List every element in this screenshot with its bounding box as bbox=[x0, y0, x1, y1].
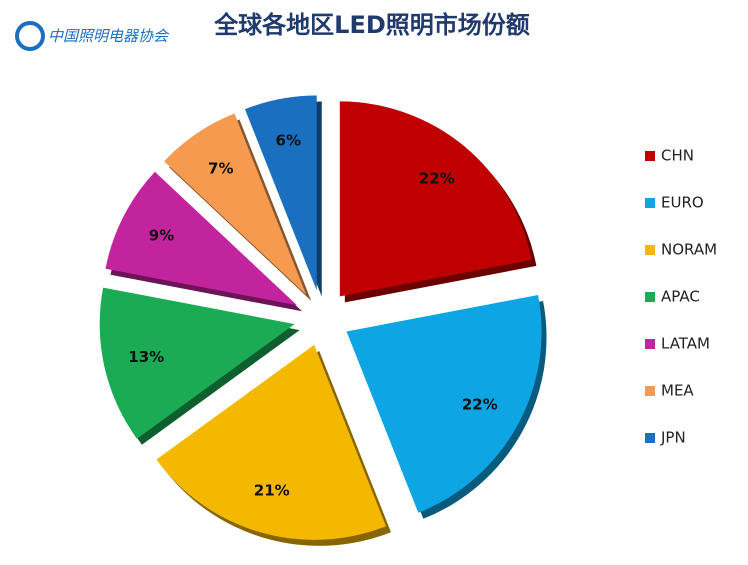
data-label: 22% bbox=[419, 170, 455, 188]
logo-text: 中国照明电器协会 bbox=[48, 27, 170, 45]
slice bbox=[105, 171, 298, 306]
slice bbox=[244, 95, 317, 291]
data-label: 21% bbox=[254, 481, 290, 499]
slice bbox=[339, 101, 532, 297]
legend-swatch bbox=[645, 386, 655, 396]
legend-label: MEA bbox=[661, 382, 694, 400]
legend-swatch bbox=[645, 433, 655, 443]
slice bbox=[156, 344, 386, 540]
slice bbox=[346, 294, 542, 513]
legend-label: EURO bbox=[661, 194, 704, 212]
legend-swatch bbox=[645, 151, 655, 161]
data-label: 9% bbox=[149, 227, 174, 245]
data-label: 13% bbox=[128, 348, 164, 366]
logo-icon bbox=[15, 21, 45, 51]
legend-label: CHN bbox=[661, 147, 694, 165]
slice bbox=[164, 113, 307, 295]
chart-title: 全球各地区LED照明市场份额 bbox=[213, 11, 530, 39]
data-label: 6% bbox=[276, 132, 301, 150]
legend-label: NORAM bbox=[661, 241, 717, 259]
legend-swatch bbox=[645, 245, 655, 255]
legend-swatch bbox=[645, 292, 655, 302]
legend-label: APAC bbox=[661, 288, 700, 306]
data-label: 7% bbox=[208, 160, 233, 178]
legend-label: LATAM bbox=[661, 335, 710, 353]
legend-swatch bbox=[645, 198, 655, 208]
logo: 中国照明电器协会 bbox=[15, 21, 170, 51]
data-label: 22% bbox=[462, 395, 498, 413]
legend-swatch bbox=[645, 339, 655, 349]
slice bbox=[99, 287, 295, 439]
legend-label: JPN bbox=[660, 429, 686, 447]
